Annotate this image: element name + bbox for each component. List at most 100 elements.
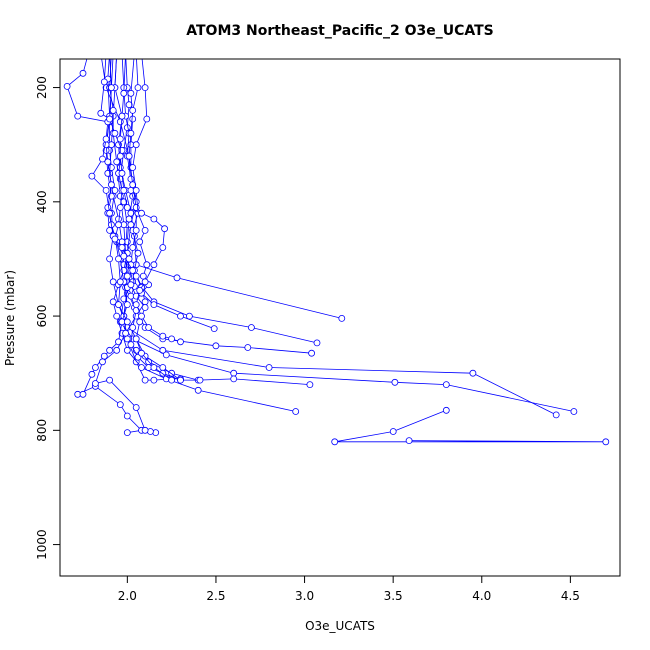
data-point bbox=[173, 274, 181, 282]
data-point bbox=[116, 164, 124, 171]
data-point bbox=[143, 115, 151, 123]
data-point bbox=[104, 204, 112, 211]
data-point bbox=[552, 411, 560, 419]
data-point bbox=[159, 244, 167, 251]
data-point bbox=[106, 209, 113, 217]
series-line bbox=[66, 59, 181, 381]
data-point bbox=[442, 406, 450, 414]
y-tick-label: 600 bbox=[35, 305, 49, 328]
data-point bbox=[159, 332, 167, 340]
data-point bbox=[129, 324, 137, 331]
data-point bbox=[389, 428, 397, 435]
data-point bbox=[116, 278, 124, 286]
data-point bbox=[134, 249, 142, 257]
data-point bbox=[79, 69, 87, 77]
data-point bbox=[141, 278, 149, 286]
y-tick-label: 200 bbox=[35, 76, 49, 99]
y-axis-label: Pressure (mbar) bbox=[3, 270, 17, 366]
axes-layer: 2.0 2.5 3.0 3.5 4.0 4.5 200 400 600 800 1000 bbox=[35, 76, 580, 603]
data-point bbox=[118, 112, 126, 120]
data-point bbox=[141, 298, 149, 306]
data-point bbox=[150, 261, 158, 269]
data-point bbox=[123, 301, 131, 309]
data-point bbox=[138, 349, 145, 357]
data-point bbox=[106, 376, 113, 384]
data-point bbox=[177, 376, 184, 384]
data-point bbox=[127, 221, 135, 229]
data-point bbox=[132, 186, 140, 194]
series-line bbox=[100, 59, 172, 381]
data-point bbox=[123, 204, 131, 211]
data-point bbox=[150, 364, 158, 371]
data-point bbox=[104, 158, 112, 166]
x-tick-label: 3.0 bbox=[295, 589, 314, 603]
data-point bbox=[116, 152, 124, 160]
data-point bbox=[129, 266, 137, 274]
data-point bbox=[132, 301, 140, 309]
data-point bbox=[150, 215, 158, 223]
data-point bbox=[120, 252, 128, 260]
data-point bbox=[108, 181, 115, 189]
y-tick-label: 800 bbox=[35, 419, 49, 442]
data-point bbox=[116, 135, 124, 143]
data-point bbox=[141, 304, 149, 311]
data-point bbox=[132, 204, 140, 211]
data-point bbox=[74, 112, 82, 120]
x-tick-label: 2.0 bbox=[118, 589, 137, 603]
data-point bbox=[132, 404, 140, 411]
data-point bbox=[92, 364, 99, 371]
data-point bbox=[141, 426, 149, 434]
data-point bbox=[134, 84, 142, 91]
data-point bbox=[141, 84, 149, 91]
data-point bbox=[118, 244, 126, 251]
data-point bbox=[111, 235, 119, 243]
series-2 bbox=[331, 406, 610, 446]
data-point bbox=[129, 244, 137, 251]
data-point bbox=[196, 376, 204, 384]
data-point bbox=[168, 335, 176, 343]
data-point bbox=[210, 325, 218, 333]
data-point bbox=[129, 107, 137, 114]
data-point bbox=[162, 351, 170, 359]
series-16 bbox=[116, 59, 184, 346]
data-point bbox=[230, 369, 238, 377]
data-point bbox=[338, 314, 346, 322]
data-point bbox=[123, 346, 131, 354]
data-point bbox=[141, 226, 149, 234]
data-point bbox=[123, 318, 131, 326]
data-point bbox=[116, 204, 124, 211]
data-point bbox=[469, 369, 477, 377]
data-point bbox=[139, 272, 147, 280]
data-point bbox=[102, 135, 110, 143]
data-point bbox=[141, 376, 149, 384]
data-point bbox=[138, 312, 145, 320]
data-point bbox=[123, 335, 131, 343]
data-point bbox=[129, 164, 137, 171]
y-tick-label: 400 bbox=[35, 190, 49, 213]
data-point bbox=[125, 255, 133, 263]
data-point bbox=[570, 408, 578, 415]
data-point bbox=[123, 429, 131, 437]
data-point bbox=[102, 141, 110, 149]
data-point bbox=[132, 335, 140, 343]
data-point bbox=[127, 281, 135, 289]
data-point bbox=[177, 312, 184, 320]
data-point bbox=[138, 209, 145, 217]
data-point bbox=[115, 255, 122, 263]
data-point bbox=[150, 301, 158, 309]
data-point bbox=[143, 261, 151, 269]
data-point bbox=[102, 186, 110, 194]
data-point bbox=[106, 115, 113, 123]
data-point bbox=[230, 375, 238, 383]
data-point bbox=[127, 89, 135, 97]
data-point bbox=[99, 155, 106, 163]
data-point bbox=[127, 175, 135, 183]
data-point bbox=[145, 324, 153, 331]
x-axis-label: O3e_UCATS bbox=[305, 619, 375, 633]
data-point bbox=[602, 438, 610, 446]
data-point bbox=[116, 192, 124, 200]
data-point bbox=[194, 386, 202, 394]
data-point bbox=[136, 238, 144, 246]
data-point bbox=[120, 186, 128, 194]
